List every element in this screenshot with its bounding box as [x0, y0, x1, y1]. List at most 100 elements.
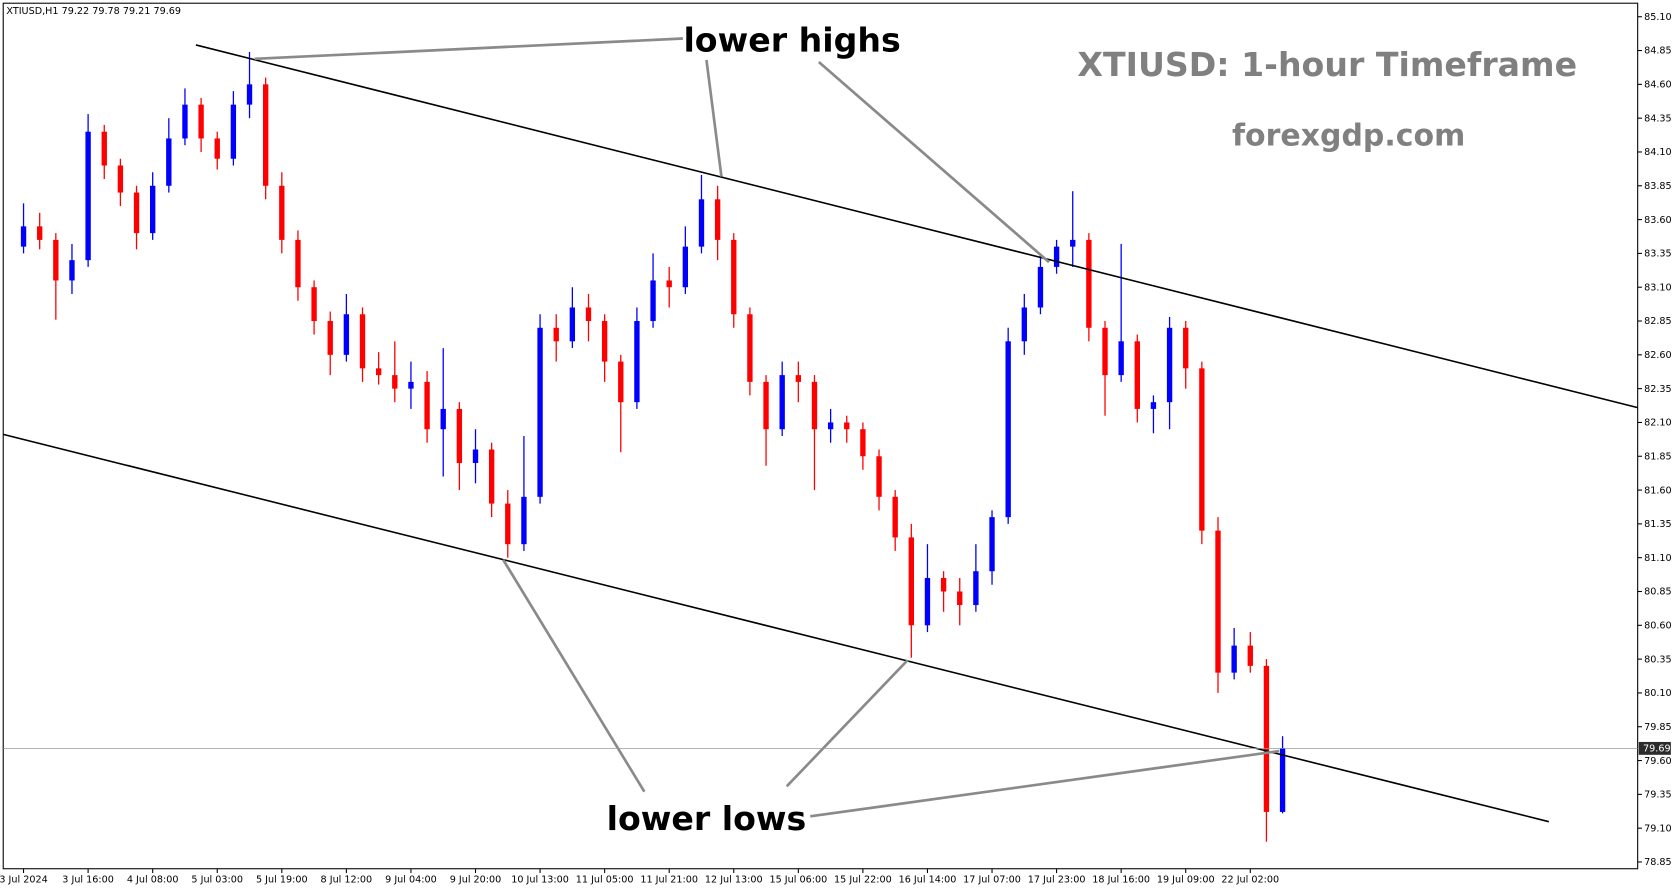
plot-frame [2, 2, 1639, 870]
candle-body [763, 381, 769, 430]
current-price-box [1638, 741, 1671, 755]
candle-body [860, 429, 866, 457]
candle-body [666, 280, 672, 288]
candle-body [1134, 341, 1140, 409]
candle-body [811, 381, 818, 430]
candle-body [892, 496, 898, 538]
y-tick-label: 82.60 [1644, 350, 1672, 361]
candle-body [618, 361, 624, 403]
candle-body [827, 422, 834, 430]
marks [20, 51, 1286, 842]
y-tick-label: 79.35 [1644, 790, 1672, 801]
connector [705, 59, 723, 177]
y-tick-label: 79.60 [1644, 756, 1672, 767]
y-tick-label: 84.35 [1644, 113, 1672, 124]
x-tick-label: 15 Jul 06:00 [769, 875, 827, 886]
x-tick-label: 3 Jul 2024 [0, 875, 48, 886]
x-tick-label: 5 Jul 03:00 [191, 875, 243, 886]
x-tick-label: 19 Jul 09:00 [1157, 875, 1215, 886]
candle-body [844, 422, 850, 430]
x-tick-label: 3 Jul 16:00 [62, 875, 114, 886]
candle-body [311, 287, 317, 322]
x-tick-label: 18 Jul 16:00 [1092, 875, 1150, 886]
y-tick-label: 79.10 [1644, 823, 1672, 834]
candle-body [53, 239, 59, 281]
candle-body [295, 239, 301, 288]
candle-body [1037, 266, 1044, 308]
candle-body [327, 321, 333, 355]
candle-body [537, 327, 543, 497]
y-tick-label: 78.85 [1644, 857, 1672, 868]
connector [785, 659, 909, 788]
candle-body [1166, 327, 1173, 403]
candle-body [779, 375, 785, 430]
candle-body [343, 314, 350, 355]
candle-body [69, 260, 75, 281]
x-tick-label: 17 Jul 23:00 [1028, 875, 1086, 886]
candle-body [1150, 402, 1157, 409]
symbol-header: XTIUSD,H1 79.22 79.78 79.21 79.69 [6, 6, 181, 17]
candle-body [408, 381, 414, 389]
candle-body [989, 517, 995, 572]
y-tick-label: 80.60 [1644, 621, 1672, 632]
x-tick-label: 9 Jul 04:00 [385, 875, 437, 886]
candle-body [1053, 246, 1060, 267]
candle-body [214, 138, 220, 159]
candle-body [1199, 368, 1205, 531]
candle-body [440, 408, 446, 430]
x-tick-label: 11 Jul 05:00 [576, 875, 634, 886]
x-tick-label: 11 Jul 21:00 [640, 875, 698, 886]
candle-body [392, 375, 398, 389]
candle-body [1247, 645, 1253, 666]
upper-trend-line [195, 44, 1638, 409]
candle-body [359, 314, 366, 369]
y-tick-label: 80.10 [1644, 688, 1672, 699]
candle-body [262, 84, 269, 186]
lower-trend-line [3, 433, 1550, 823]
candle-body [634, 321, 640, 403]
candle-body [698, 199, 705, 247]
candle-body [20, 226, 27, 247]
candle-body [230, 104, 237, 159]
candle-body [650, 280, 656, 322]
candle-body [973, 571, 979, 606]
candle-body [521, 496, 527, 545]
candle-body [279, 185, 285, 240]
candle-body [150, 185, 156, 234]
candle-body [601, 321, 608, 362]
candle-body [1005, 341, 1011, 518]
candle-body [682, 246, 689, 288]
y-tick-label: 83.35 [1644, 249, 1672, 260]
candle-body [85, 131, 91, 261]
annotation: lower lows [607, 799, 807, 838]
y-tick-label: 84.60 [1644, 80, 1672, 91]
candle-body [585, 307, 592, 322]
chart-title: XTIUSD: 1-hour Timeframe [1077, 45, 1577, 84]
y-tick-label: 81.35 [1644, 519, 1672, 530]
candle-body [1183, 327, 1189, 369]
candle-body [876, 456, 882, 497]
x-tick-label: 15 Jul 22:00 [834, 875, 892, 886]
connector [254, 37, 683, 61]
x-tick-label: 5 Jul 19:00 [256, 875, 308, 886]
y-tick-label: 79.85 [1644, 722, 1672, 733]
candle-body [1215, 530, 1221, 673]
y-tick-label: 80.85 [1644, 587, 1672, 598]
candle-body [714, 199, 721, 240]
x-tick-label: 4 Jul 08:00 [127, 875, 179, 886]
candle-body [747, 314, 753, 382]
connector [501, 558, 646, 793]
candle-body [553, 327, 559, 342]
connector [817, 61, 1050, 264]
candle-body [924, 577, 931, 626]
candle-body [505, 503, 511, 545]
y-tick-label: 83.60 [1644, 215, 1672, 226]
y-tick-label: 81.10 [1644, 553, 1672, 564]
candle-body [133, 192, 140, 234]
y-tick-label: 82.35 [1644, 384, 1672, 395]
candle-body [37, 226, 43, 240]
candle-body [166, 138, 172, 186]
y-tick-label: 85.10 [1644, 12, 1672, 23]
candle-body [731, 239, 737, 315]
